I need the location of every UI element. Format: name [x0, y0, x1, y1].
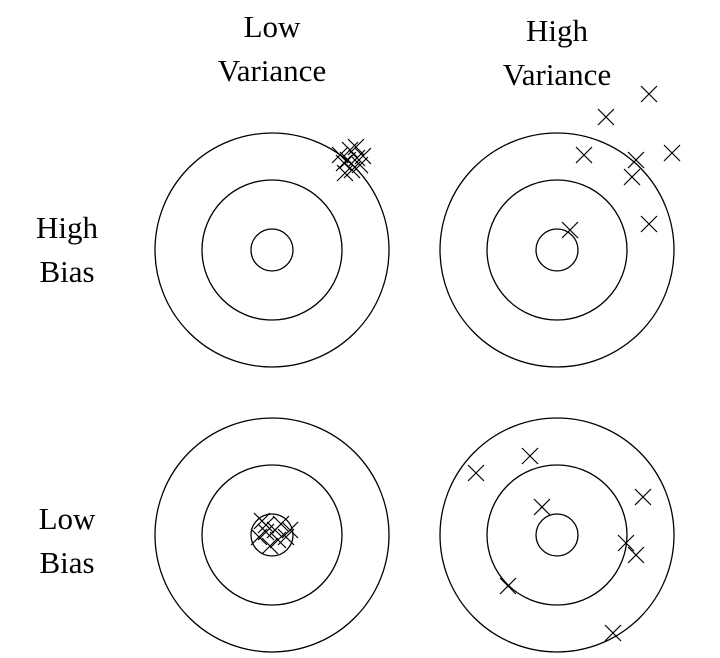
outer-ring — [439, 417, 675, 653]
column-header-low-variance: Low Variance — [202, 5, 342, 93]
hit-mark — [467, 464, 485, 482]
hit-mark — [597, 108, 615, 126]
middle-ring — [486, 464, 628, 606]
bullseye — [535, 228, 579, 272]
column-header-low-variance-line2: Variance — [217, 53, 327, 88]
hit-mark — [521, 447, 539, 465]
hit-mark — [331, 146, 349, 164]
hit-mark — [253, 512, 271, 530]
target-high-bias-low-variance — [154, 132, 390, 368]
hit-mark — [499, 577, 517, 595]
outer-ring — [439, 132, 675, 368]
row-header-low-bias-line2: Bias — [39, 545, 95, 580]
target-low-bias-low-variance — [154, 417, 390, 653]
hit-mark — [281, 521, 299, 539]
hit-mark — [561, 221, 579, 239]
row-header-high-bias: High Bias — [12, 206, 122, 294]
hit-mark — [341, 141, 359, 159]
hit-mark — [575, 146, 593, 164]
hit-mark — [250, 528, 268, 546]
hit-mark — [351, 156, 369, 174]
hit-mark — [623, 168, 641, 186]
outer-ring — [154, 417, 390, 653]
hit-mark — [261, 537, 279, 555]
hit-mark — [339, 151, 357, 169]
hit-mark — [604, 624, 622, 642]
column-header-high-variance-line1: High — [526, 13, 588, 48]
target-low-bias-high-variance — [439, 417, 675, 653]
hit-mark — [640, 85, 658, 103]
hit-mark — [627, 151, 645, 169]
hit-mark — [347, 138, 365, 156]
hit-mark — [627, 546, 645, 564]
hit-mark — [354, 147, 372, 165]
outer-ring — [154, 132, 390, 368]
middle-ring — [201, 464, 343, 606]
bullseye — [535, 513, 579, 557]
row-header-high-bias-line1: High — [36, 210, 98, 245]
hit-mark — [617, 534, 635, 552]
row-header-low-bias: Low Bias — [12, 497, 122, 585]
row-header-low-bias-line1: Low — [38, 501, 96, 536]
middle-ring — [201, 179, 343, 321]
column-header-low-variance-line1: Low — [243, 9, 301, 44]
hit-mark — [257, 523, 275, 541]
hit-mark — [640, 215, 658, 233]
row-header-high-bias-line2: Bias — [39, 254, 95, 289]
bullseye — [250, 513, 294, 557]
target-high-bias-high-variance — [439, 85, 681, 368]
hit-mark — [533, 498, 551, 516]
bullseye — [250, 228, 294, 272]
hit-mark — [634, 488, 652, 506]
middle-ring — [486, 179, 628, 321]
hit-mark — [663, 144, 681, 162]
hit-mark — [336, 164, 354, 182]
column-header-high-variance: High Variance — [487, 9, 627, 97]
column-header-high-variance-line2: Variance — [502, 57, 612, 92]
